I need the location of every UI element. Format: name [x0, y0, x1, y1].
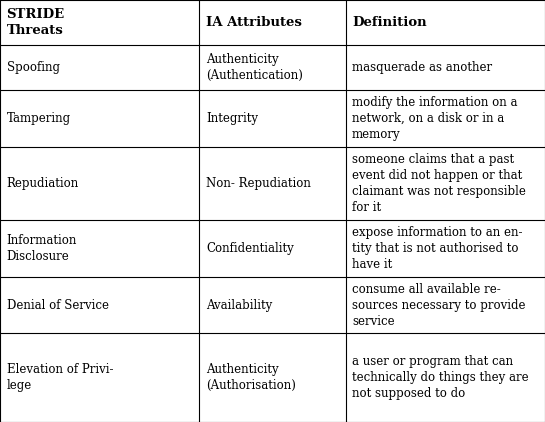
Text: Elevation of Privi-
lege: Elevation of Privi- lege [7, 363, 113, 392]
Text: Confidentiality: Confidentiality [206, 242, 294, 255]
Text: expose information to an en-
tity that is not authorised to
have it: expose information to an en- tity that i… [352, 226, 523, 271]
Text: Definition: Definition [352, 16, 427, 29]
Text: Availability: Availability [206, 299, 272, 312]
Text: a user or program that can
technically do things they are
not supposed to do: a user or program that can technically d… [352, 355, 529, 400]
Text: Non- Repudiation: Non- Repudiation [206, 177, 311, 190]
Text: Authenticity
(Authorisation): Authenticity (Authorisation) [206, 363, 296, 392]
Text: IA Attributes: IA Attributes [206, 16, 302, 29]
Text: masquerade as another: masquerade as another [352, 61, 492, 74]
Text: consume all available re-
sources necessary to provide
service: consume all available re- sources necess… [352, 283, 525, 328]
Text: Integrity: Integrity [206, 112, 258, 125]
Text: STRIDE
Threats: STRIDE Threats [7, 8, 65, 37]
Text: Authenticity
(Authentication): Authenticity (Authentication) [206, 53, 303, 82]
Text: someone claims that a past
event did not happen or that
claimant was not respons: someone claims that a past event did not… [352, 153, 526, 214]
Text: Denial of Service: Denial of Service [7, 299, 108, 312]
Text: Repudiation: Repudiation [7, 177, 79, 190]
Text: modify the information on a
network, on a disk or in a
memory: modify the information on a network, on … [352, 96, 518, 141]
Text: Tampering: Tampering [7, 112, 71, 125]
Text: Information
Disclosure: Information Disclosure [7, 234, 77, 263]
Text: Spoofing: Spoofing [7, 61, 59, 74]
